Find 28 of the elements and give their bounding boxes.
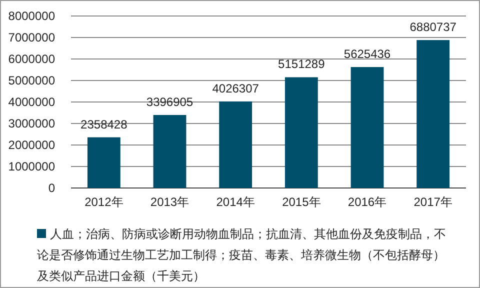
x-tick-label: 2014年 [216,195,255,209]
y-tick-label: 7000000 [8,30,56,44]
y-tick-label: 5000000 [8,74,56,88]
x-tick-label: 2017年 [414,195,452,209]
y-tick-label: 8000000 [8,9,56,23]
data-label: 6880737 [410,20,457,34]
bar [153,114,186,188]
y-tick-label: 1000000 [8,160,56,174]
bar [284,77,318,188]
bar [350,67,384,188]
data-label: 5151289 [278,57,326,72]
x-tick-label: 2016年 [348,195,387,209]
data-label: 5625436 [344,47,391,62]
x-tick-label: 2012年 [84,195,124,209]
data-label: 2358428 [80,117,128,132]
bar [87,137,120,188]
y-tick-label: 6000000 [8,52,56,66]
y-tick-label: 2000000 [8,138,56,152]
legend-label: 人血；治病、防病或诊断用动物血制品；抗血清、其他血份及免疫制品，不论是否修饰通过生物工艺加工制得；疫苗、毒素、培养微生物（不包括酵母）及类似产品进口金额（千美元） [37,226,447,285]
y-tick-label: 3000000 [8,116,56,130]
data-label: 3396905 [146,94,194,109]
x-tick-label: 2015年 [282,195,321,209]
y-tick-label: 0 [48,181,56,195]
bar [219,101,252,188]
x-tick-label: 2013年 [150,195,190,209]
bar [416,40,450,188]
y-tick-label: 4000000 [8,95,56,109]
data-label: 4026307 [212,81,260,96]
